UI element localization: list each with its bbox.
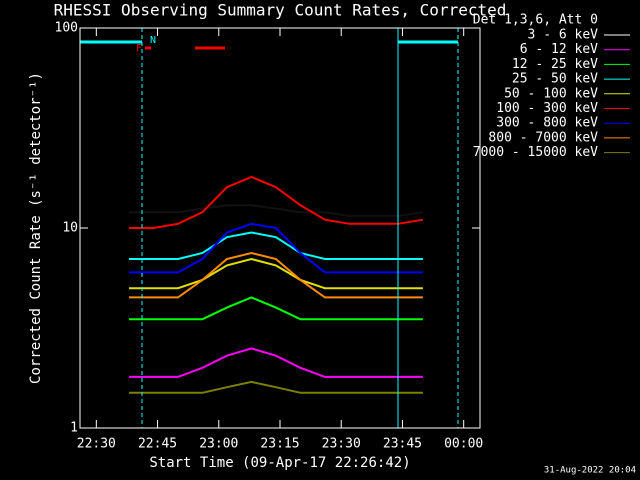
series-line bbox=[129, 380, 423, 394]
legend-label: 50 - 100 keV bbox=[504, 86, 598, 101]
x-tick-label: 23:45 bbox=[383, 437, 422, 452]
x-tick-label: 23:15 bbox=[260, 437, 299, 452]
flag-label: N bbox=[150, 35, 156, 46]
legend-label: 6 - 12 keV bbox=[520, 42, 598, 57]
series-line bbox=[129, 222, 423, 274]
y-tick-label: 1 bbox=[70, 421, 78, 436]
plot-area bbox=[129, 175, 424, 394]
x-tick-label: 22:45 bbox=[138, 437, 177, 452]
footer: 31-Aug-2022 20:04 bbox=[544, 466, 636, 476]
legend-label: 7000 - 15000 keV bbox=[473, 145, 598, 160]
series-line bbox=[129, 251, 423, 299]
legend-label: 3 - 6 keV bbox=[528, 28, 599, 43]
x-tick-label: 00:00 bbox=[444, 437, 483, 452]
legend-label: 100 - 300 keV bbox=[496, 101, 598, 116]
series-line bbox=[129, 175, 424, 229]
legend-label: 800 - 7000 keV bbox=[488, 130, 598, 145]
legend-label: 300 - 800 keV bbox=[496, 116, 598, 131]
series-line bbox=[129, 257, 423, 290]
x-tick-label: 22:30 bbox=[77, 437, 116, 452]
legend-label: 12 - 25 keV bbox=[512, 57, 598, 72]
attitude-markers bbox=[80, 28, 459, 428]
legend-title: Det 1,3,6, Att 0 bbox=[473, 13, 598, 28]
series-line bbox=[129, 231, 423, 260]
legend-label: 25 - 50 keV bbox=[512, 72, 598, 87]
y-tick-label: 10 bbox=[62, 221, 78, 236]
y-tick-label: 100 bbox=[55, 21, 78, 36]
y-axis-label: Corrected Count Rate (s⁻¹ detector⁻¹) bbox=[28, 72, 44, 384]
x-axis-label: Start Time (09-Apr-17 22:26:42) bbox=[149, 455, 410, 471]
x-tick-label: 23:30 bbox=[322, 437, 361, 452]
x-tick-label: 23:00 bbox=[199, 437, 238, 452]
chart-title: RHESSI Observing Summary Count Rates, Co… bbox=[54, 1, 507, 20]
series-line bbox=[129, 347, 423, 378]
series-line bbox=[129, 296, 423, 321]
series-line bbox=[129, 204, 424, 217]
flag-label: F bbox=[136, 43, 142, 54]
